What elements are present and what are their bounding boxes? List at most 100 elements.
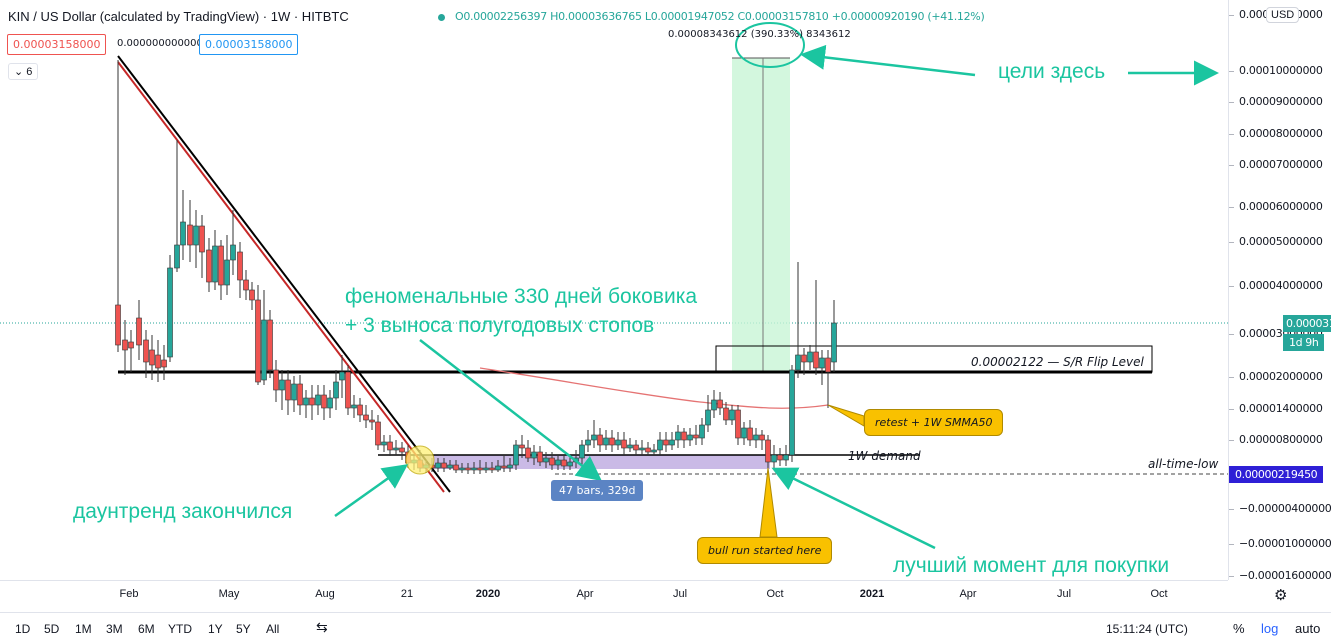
candle-down bbox=[309, 397, 315, 406]
demand-label: 1W demand bbox=[848, 449, 921, 463]
indicator-count: 6 bbox=[26, 66, 33, 78]
candle-down bbox=[249, 289, 255, 301]
best-moment-arrow bbox=[771, 467, 936, 550]
candle-down bbox=[357, 404, 363, 416]
candle-down bbox=[297, 383, 303, 406]
candle-down bbox=[525, 447, 531, 459]
candle-up bbox=[669, 439, 675, 446]
candle-down bbox=[369, 419, 375, 423]
range-button-ytd[interactable]: YTD bbox=[168, 622, 192, 636]
indicators-toggle[interactable]: ⌄ 6 bbox=[8, 63, 39, 80]
candle-down bbox=[519, 444, 525, 449]
price-tick: −0.00001000000 bbox=[1229, 537, 1331, 550]
range-button-all[interactable]: All bbox=[266, 622, 280, 636]
price-tick: 0.00004000000 bbox=[1229, 279, 1323, 292]
downtrend-line-red bbox=[117, 61, 445, 493]
range-button-1y[interactable]: 1Y bbox=[208, 622, 223, 636]
buy-price-button[interactable]: 0.00003158000 bbox=[199, 34, 299, 55]
candle-down bbox=[747, 427, 753, 441]
candle-down bbox=[477, 467, 483, 471]
candle-down bbox=[187, 224, 193, 246]
candle-down bbox=[441, 462, 447, 469]
candle-up bbox=[675, 431, 681, 441]
candle-down bbox=[681, 431, 687, 441]
range-button-5y[interactable]: 5Y bbox=[236, 622, 251, 636]
chart-pane[interactable]: KIN / US Dollar (calculated by TradingVi… bbox=[0, 0, 1228, 580]
candle-up bbox=[339, 371, 345, 381]
price-tick: 0.00007000000 bbox=[1229, 158, 1323, 171]
ohlc-high: H0.00003636765 bbox=[550, 10, 642, 23]
candle-down bbox=[143, 339, 149, 363]
candle-up bbox=[567, 461, 573, 467]
range-button-1d[interactable]: 1D bbox=[15, 622, 31, 636]
time-tick: Aug bbox=[315, 588, 335, 600]
price-tick: −0.00000400000 bbox=[1229, 502, 1331, 515]
sideways-arrow bbox=[419, 339, 602, 482]
market-status-dot bbox=[438, 14, 445, 21]
price-tick: 0.00008000000 bbox=[1229, 127, 1323, 140]
sr-flip-label: 0.00002122 — S/R Flip Level bbox=[971, 355, 1144, 369]
candle-down bbox=[267, 319, 273, 371]
candle-down bbox=[136, 317, 142, 346]
range-button-1m[interactable]: 1M bbox=[75, 622, 92, 636]
time-axis[interactable]: Feb May Aug 21 2020 Apr Jul Oct 2021 Apr Jul Oct bbox=[0, 580, 1228, 610]
log-toggle[interactable]: log bbox=[1261, 621, 1279, 636]
candle-up bbox=[603, 437, 609, 446]
candle-up bbox=[687, 434, 693, 441]
candle-down bbox=[621, 439, 627, 449]
candle-up bbox=[174, 244, 180, 269]
targets-annotation: цели здесь bbox=[998, 60, 1106, 83]
price-range-measure: 0.00008343612 (390.33%) 8343612 bbox=[668, 29, 851, 40]
currency-badge[interactable]: USD bbox=[1266, 7, 1300, 23]
range-button-3m[interactable]: 3M bbox=[106, 622, 123, 636]
time-tick: 2020 bbox=[475, 588, 501, 600]
percent-toggle[interactable]: % bbox=[1233, 621, 1245, 636]
stops-annotation: + 3 выноса полугодовых стопов bbox=[345, 314, 655, 337]
candle-up bbox=[639, 447, 645, 451]
price-tick: 0.00010000000 bbox=[1229, 64, 1323, 77]
auto-toggle[interactable]: auto bbox=[1295, 621, 1321, 636]
candle-up bbox=[591, 434, 597, 441]
candlestick-chart[interactable] bbox=[0, 0, 1228, 580]
price-tick: 0.00000800000 bbox=[1229, 433, 1323, 446]
sell-price-button[interactable]: 0.00003158000 bbox=[7, 34, 107, 55]
breakout-highlight bbox=[405, 445, 435, 475]
retest-pointer bbox=[827, 404, 865, 427]
candle-up bbox=[381, 441, 387, 446]
accumulation-box bbox=[420, 455, 770, 469]
candle-up bbox=[729, 409, 735, 421]
candle-down bbox=[218, 245, 224, 286]
date-range-icon[interactable]: ⇆ bbox=[316, 619, 328, 635]
time-tick: 21 bbox=[400, 588, 414, 600]
candle-down bbox=[609, 437, 615, 446]
candle-down bbox=[501, 465, 507, 469]
candle-up bbox=[507, 464, 513, 469]
candle-up bbox=[224, 259, 230, 286]
candle-down bbox=[273, 369, 279, 391]
bull-run-pointer bbox=[759, 467, 778, 538]
candle-down bbox=[243, 279, 249, 291]
price-scale[interactable]: 0.000110000000.000100000000.000090000000… bbox=[1228, 0, 1331, 582]
gear-icon[interactable]: ⚙ bbox=[1274, 587, 1288, 604]
candle-down bbox=[489, 467, 495, 471]
price-tick: 0.00001400000 bbox=[1229, 402, 1323, 415]
candle-down bbox=[777, 454, 783, 461]
bottom-toolbar: ⇆ 15:11:24 (UTC) % log auto 1D 5D 1M 3M 6M YT… bbox=[0, 612, 1331, 641]
range-button-6m[interactable]: 6M bbox=[138, 622, 155, 636]
best-moment-annotation: лучший момент для покупки bbox=[893, 554, 1170, 577]
range-button-5d[interactable]: 5D bbox=[44, 622, 60, 636]
candle-down bbox=[155, 354, 161, 369]
symbol-title[interactable]: KIN / US Dollar (calculated by TradingVi… bbox=[8, 9, 349, 24]
candle-up bbox=[333, 381, 339, 399]
candle-up bbox=[657, 439, 663, 451]
candle-down bbox=[663, 439, 669, 446]
candle-down bbox=[345, 371, 351, 409]
candle-up bbox=[303, 397, 309, 406]
candle-up bbox=[807, 351, 813, 363]
candle-up bbox=[831, 322, 837, 363]
ohlc-close: C0.00003157810 bbox=[737, 10, 829, 23]
candle-up bbox=[167, 267, 173, 358]
candle-down bbox=[633, 444, 639, 451]
symbol-legend[interactable]: KIN / US Dollar (calculated by TradingVi… bbox=[8, 9, 349, 24]
utc-clock[interactable]: 15:11:24 (UTC) bbox=[1106, 622, 1188, 636]
